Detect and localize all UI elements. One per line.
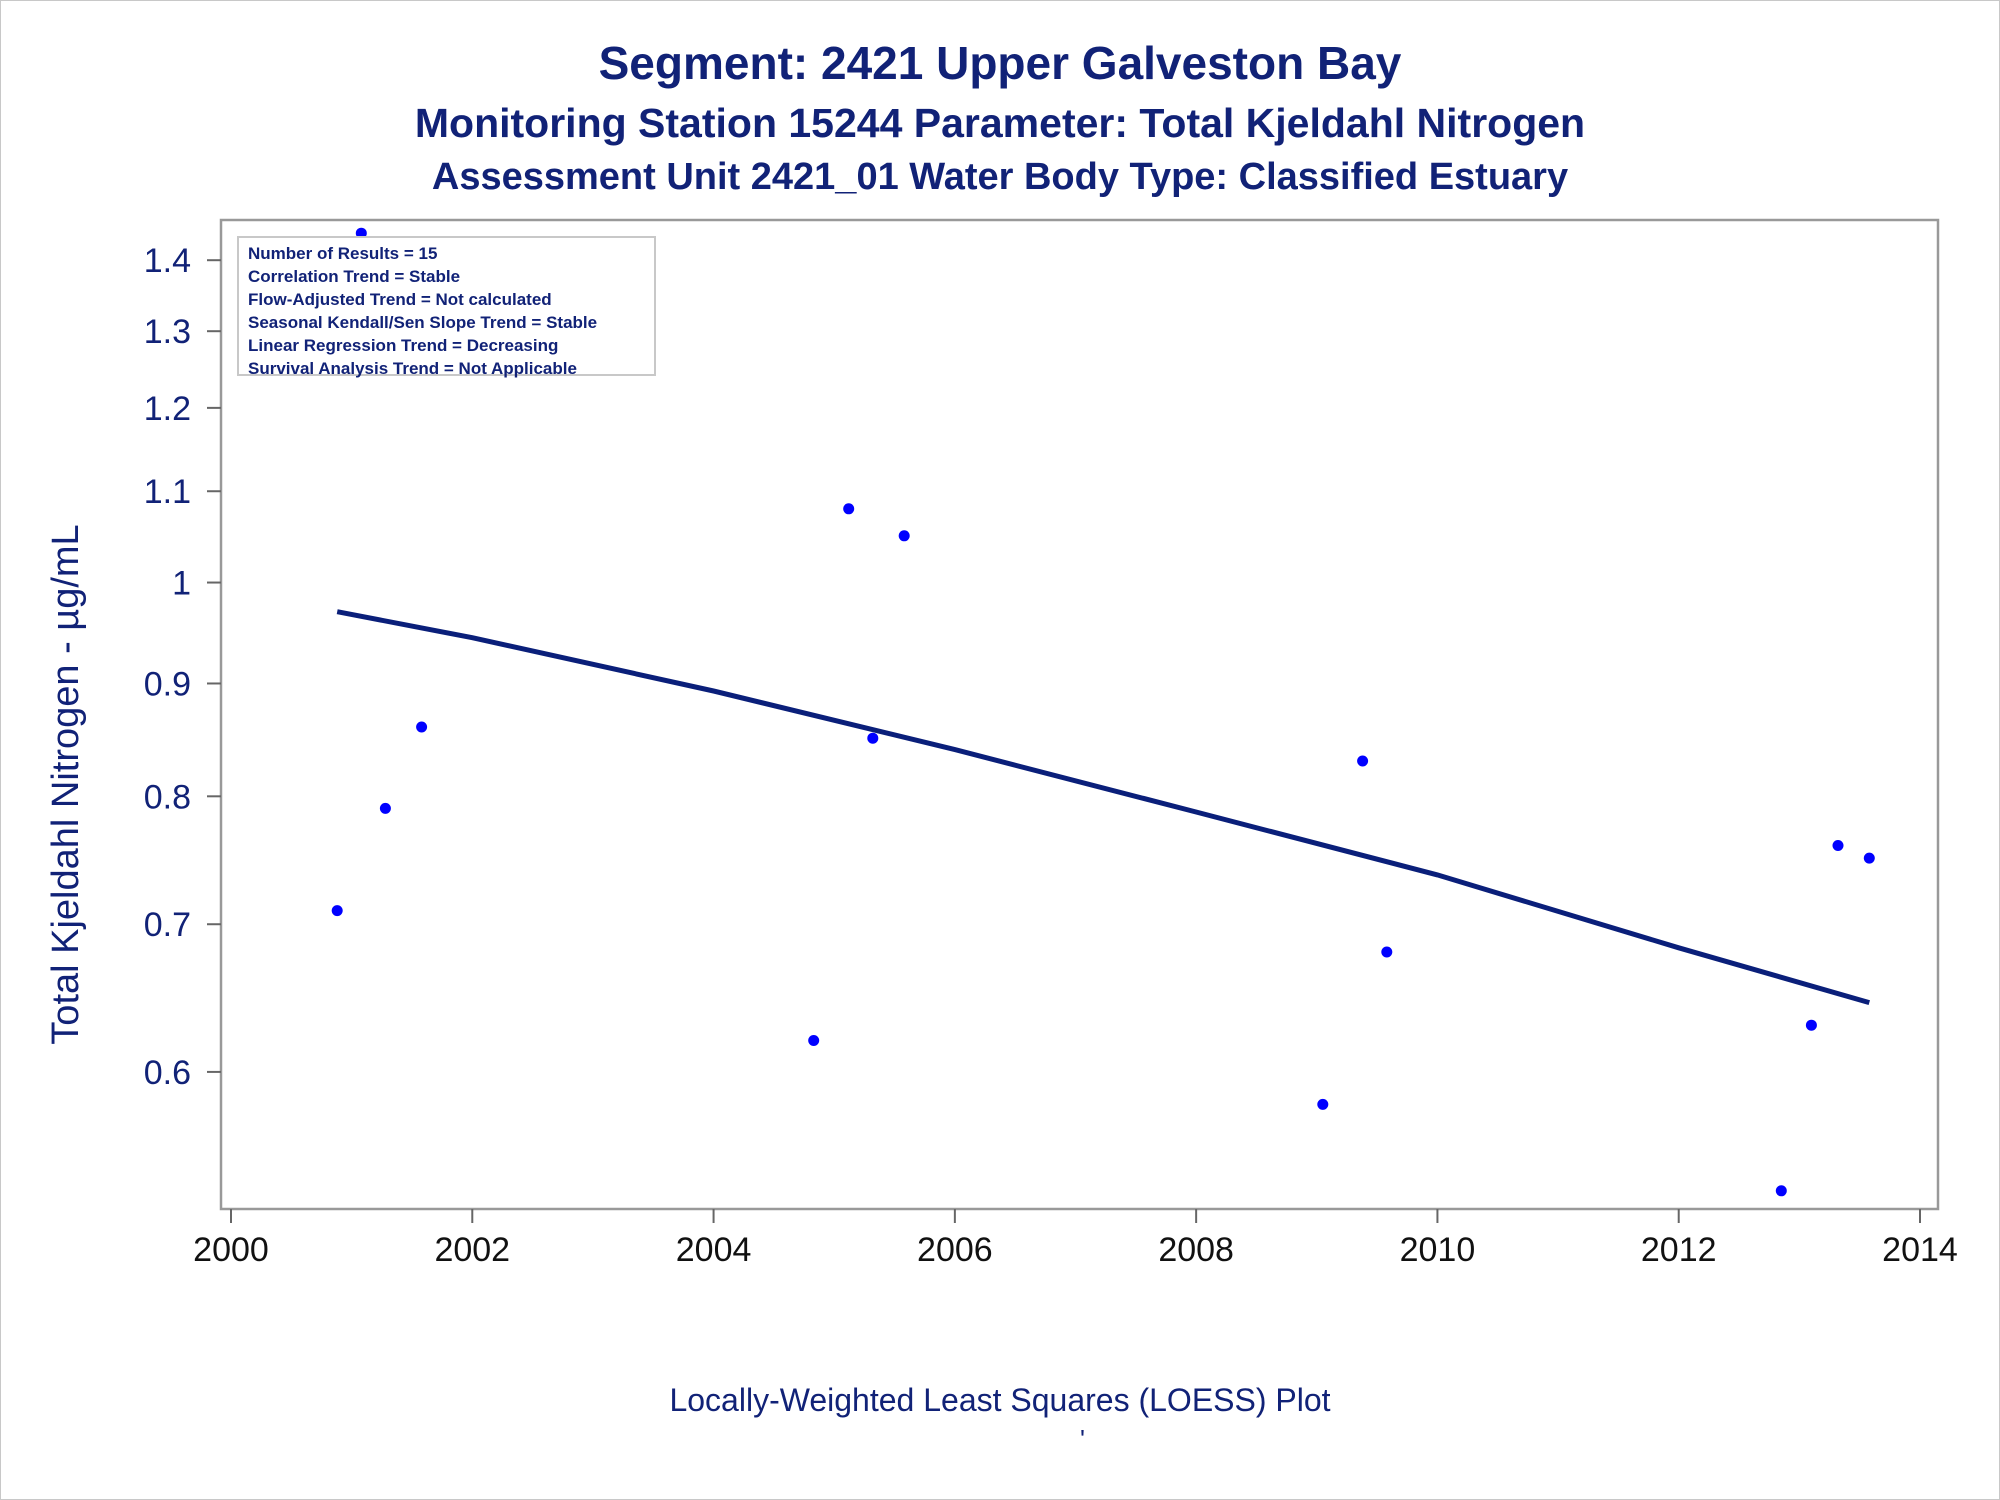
y-tick-label: 0.7 bbox=[144, 906, 191, 944]
loess-trend-line bbox=[336, 609, 1870, 1006]
data-point bbox=[808, 1035, 820, 1046]
x-axis: 2000 2002 2004 2006 2008 2010 2012 2014 bbox=[193, 1209, 1958, 1269]
x-tick-label: 2014 bbox=[1882, 1231, 1958, 1269]
x-tick-label: 2002 bbox=[434, 1231, 510, 1269]
series-layer bbox=[331, 227, 1875, 1197]
x-tick-label: 2008 bbox=[1158, 1231, 1234, 1269]
stat-linear-regression-trend: Linear Regression Trend = Decreasing bbox=[248, 336, 559, 355]
data-point bbox=[867, 732, 879, 744]
data-point bbox=[898, 530, 910, 542]
data-point bbox=[1381, 946, 1393, 958]
data-point bbox=[355, 227, 367, 239]
chart-subtitle-assessment: Assessment Unit 2421_01 Water Body Type:… bbox=[431, 156, 1569, 198]
data-point bbox=[1317, 1098, 1329, 1110]
chart-subtitle-station: Monitoring Station 15244 Parameter: Tota… bbox=[414, 100, 1586, 146]
x-tick-label: 2006 bbox=[917, 1231, 993, 1269]
data-point bbox=[416, 721, 428, 733]
stat-correlation-trend: Correlation Trend = Stable bbox=[248, 267, 461, 286]
trend-stats-box: Number of Results = 15 Correlation Trend… bbox=[237, 236, 656, 378]
data-point bbox=[1832, 840, 1844, 851]
x-tick-label: 2010 bbox=[1400, 1231, 1476, 1269]
stat-flow-adjusted-trend: Flow-Adjusted Trend = Not calculated bbox=[248, 290, 552, 309]
y-tick-label: 0.8 bbox=[144, 778, 191, 816]
y-tick-label: 1 bbox=[172, 565, 191, 603]
chart-title: Segment: 2421 Upper Galveston Bay bbox=[598, 37, 1402, 89]
stat-survival-analysis-trend: Survival Analysis Trend = Not Applicable bbox=[248, 359, 577, 378]
y-tick-label: 0.9 bbox=[144, 665, 191, 703]
footnote-mark: ' bbox=[1080, 1424, 1085, 1454]
data-point bbox=[843, 503, 855, 515]
data-point bbox=[331, 905, 343, 917]
data-point bbox=[1863, 852, 1875, 864]
x-tick-label: 2000 bbox=[193, 1231, 269, 1269]
data-point bbox=[1775, 1185, 1787, 1197]
plot-area-frame bbox=[219, 218, 1940, 1211]
y-axis: 0.6 0.7 0.8 0.9 1 1.1 1.2 1.3 1.4 bbox=[144, 242, 221, 1092]
x-tick-label: 2012 bbox=[1641, 1231, 1717, 1269]
y-tick-label: 0.6 bbox=[144, 1054, 191, 1092]
plot-footnote: Locally-Weighted Least Squares (LOESS) P… bbox=[669, 1382, 1331, 1418]
y-tick-label: 1.1 bbox=[144, 473, 191, 511]
y-tick-label: 1.2 bbox=[144, 390, 191, 428]
y-tick-label: 1.3 bbox=[144, 313, 191, 351]
y-tick-label: 1.4 bbox=[144, 242, 191, 280]
y-axis-label: Total Kjeldahl Nitrogen - µg/mL bbox=[45, 524, 87, 1044]
stat-seasonal-kendall-trend: Seasonal Kendall/Sen Slope Trend = Stabl… bbox=[248, 313, 598, 332]
data-point bbox=[1357, 755, 1369, 767]
x-tick-label: 2004 bbox=[676, 1231, 752, 1269]
data-point bbox=[1805, 1019, 1817, 1031]
stat-number-of-results: Number of Results = 15 bbox=[248, 244, 438, 263]
data-point bbox=[379, 802, 391, 814]
